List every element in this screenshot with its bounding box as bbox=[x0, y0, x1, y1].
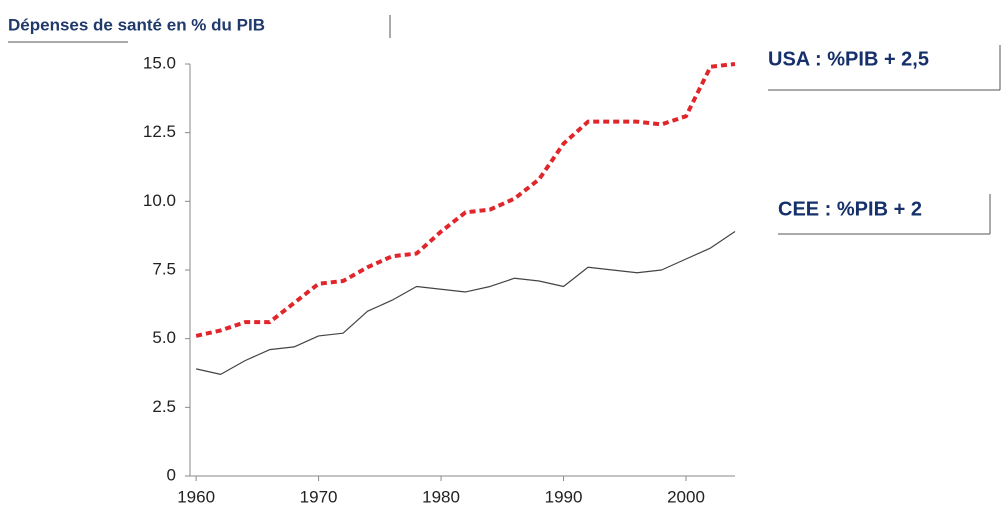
y-tick-label: 2.5 bbox=[152, 397, 176, 416]
y-tick-label: 0 bbox=[167, 465, 176, 484]
x-tick-label: 1980 bbox=[422, 487, 460, 506]
usa-annotation: USA : %PIB + 2,5 bbox=[768, 48, 929, 70]
y-tick-label: 15.0 bbox=[143, 53, 176, 72]
x-tick-label: 2000 bbox=[667, 487, 705, 506]
chart-title: Dépenses de santé en % du PIB bbox=[8, 15, 265, 34]
y-tick-label: 5.0 bbox=[152, 328, 176, 347]
cee-annotation: CEE : %PIB + 2 bbox=[778, 198, 922, 220]
series-line bbox=[195, 62, 736, 338]
y-tick-label: 7.5 bbox=[152, 259, 176, 278]
y-tick-label: 10.0 bbox=[143, 191, 176, 210]
x-tick-label: 1960 bbox=[177, 487, 215, 506]
x-tick-label: 1990 bbox=[545, 487, 583, 506]
y-tick-label: 12.5 bbox=[143, 122, 176, 141]
series-line bbox=[195, 231, 736, 375]
x-tick-label: 1970 bbox=[300, 487, 338, 506]
